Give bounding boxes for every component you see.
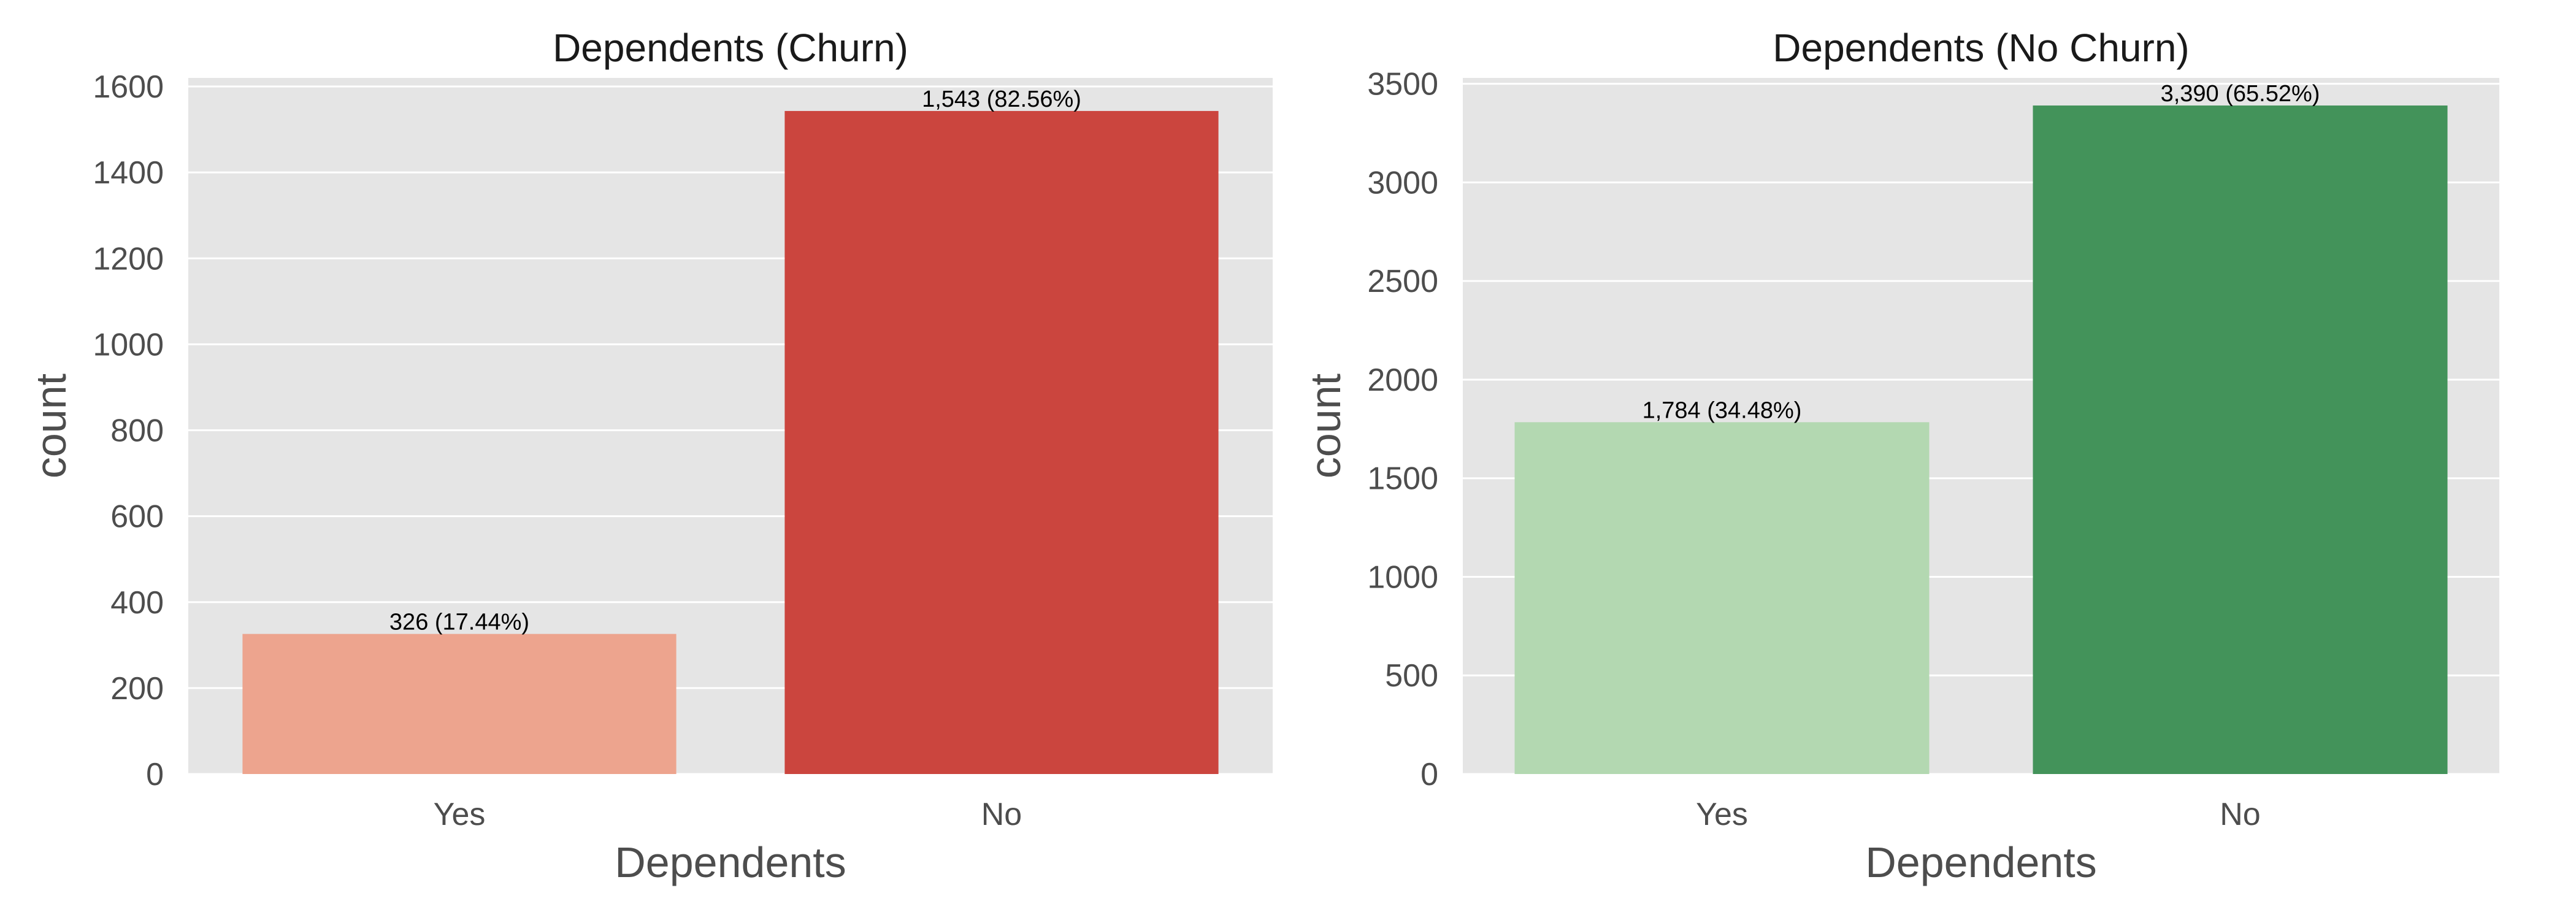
y-tick-label: 1000	[1367, 559, 1438, 595]
y-tick-label: 0	[1420, 757, 1438, 792]
x-tick-label-yes: Yes	[434, 797, 486, 832]
y-tick-label: 3000	[1367, 165, 1438, 201]
data-label-no: 3,390 (65.52%)	[2161, 81, 2320, 107]
y-tick-label: 800	[110, 413, 164, 449]
bar-yes	[242, 634, 677, 774]
y-axis-label-no-churn: count	[1301, 374, 1349, 478]
bar-yes	[1514, 422, 1930, 774]
data-label-no: 1,543 (82.56%)	[922, 86, 1081, 112]
bars-no-churn	[1514, 105, 2448, 774]
chart-title-churn: Dependents (Churn)	[553, 26, 908, 70]
bar-no	[784, 110, 1219, 775]
y-tick-label: 1500	[1367, 461, 1438, 497]
y-tick-label: 1400	[93, 155, 164, 191]
y-tick-label: 500	[1385, 658, 1438, 694]
y-tick-label: 3500	[1367, 67, 1438, 102]
chart-no-churn: 1,784 (34.48%) 3,390 (65.52%) 0 500 1000 150…	[1301, 26, 2499, 886]
x-tick-label-no: No	[981, 797, 1022, 832]
y-axis-label-churn: count	[27, 374, 75, 478]
y-tick-label: 600	[110, 499, 164, 535]
y-ticks-no-churn: 0 500 1000 1500 2000 2500 3000 3500	[1367, 67, 1438, 792]
chart-churn: 326 (17.44%) 1,543 (82.56%) 0 200 400 600 800…	[27, 26, 1273, 886]
x-ticks-churn: Yes No	[434, 797, 1022, 832]
x-ticks-no-churn: Yes No	[1696, 797, 2261, 832]
x-axis-label-no-churn: Dependents	[1865, 838, 2097, 886]
y-tick-label: 400	[110, 585, 164, 621]
bars-churn	[242, 110, 1219, 775]
y-tick-label: 1600	[93, 69, 164, 105]
y-tick-label: 0	[146, 757, 164, 792]
data-label-yes: 1,784 (34.48%)	[1643, 397, 1802, 423]
data-labels-no-churn: 1,784 (34.48%) 3,390 (65.52%)	[1643, 81, 2320, 423]
x-axis-label-churn: Dependents	[615, 838, 846, 886]
y-tick-label: 1000	[93, 327, 164, 362]
bar-no	[2033, 105, 2448, 774]
y-tick-label: 2000	[1367, 362, 1438, 398]
y-tick-label: 2500	[1367, 264, 1438, 299]
data-labels-churn: 326 (17.44%) 1,543 (82.56%)	[389, 86, 1081, 635]
chart-title-no-churn: Dependents (No Churn)	[1773, 26, 2189, 70]
data-label-yes: 326 (17.44%)	[389, 610, 529, 635]
x-tick-label-yes: Yes	[1696, 797, 1748, 832]
y-tick-label: 200	[110, 671, 164, 707]
y-ticks-churn: 0 200 400 600 800 1000 1200 1400 1600	[93, 69, 164, 792]
x-tick-label-no: No	[2220, 797, 2260, 832]
y-tick-label: 1200	[93, 241, 164, 277]
